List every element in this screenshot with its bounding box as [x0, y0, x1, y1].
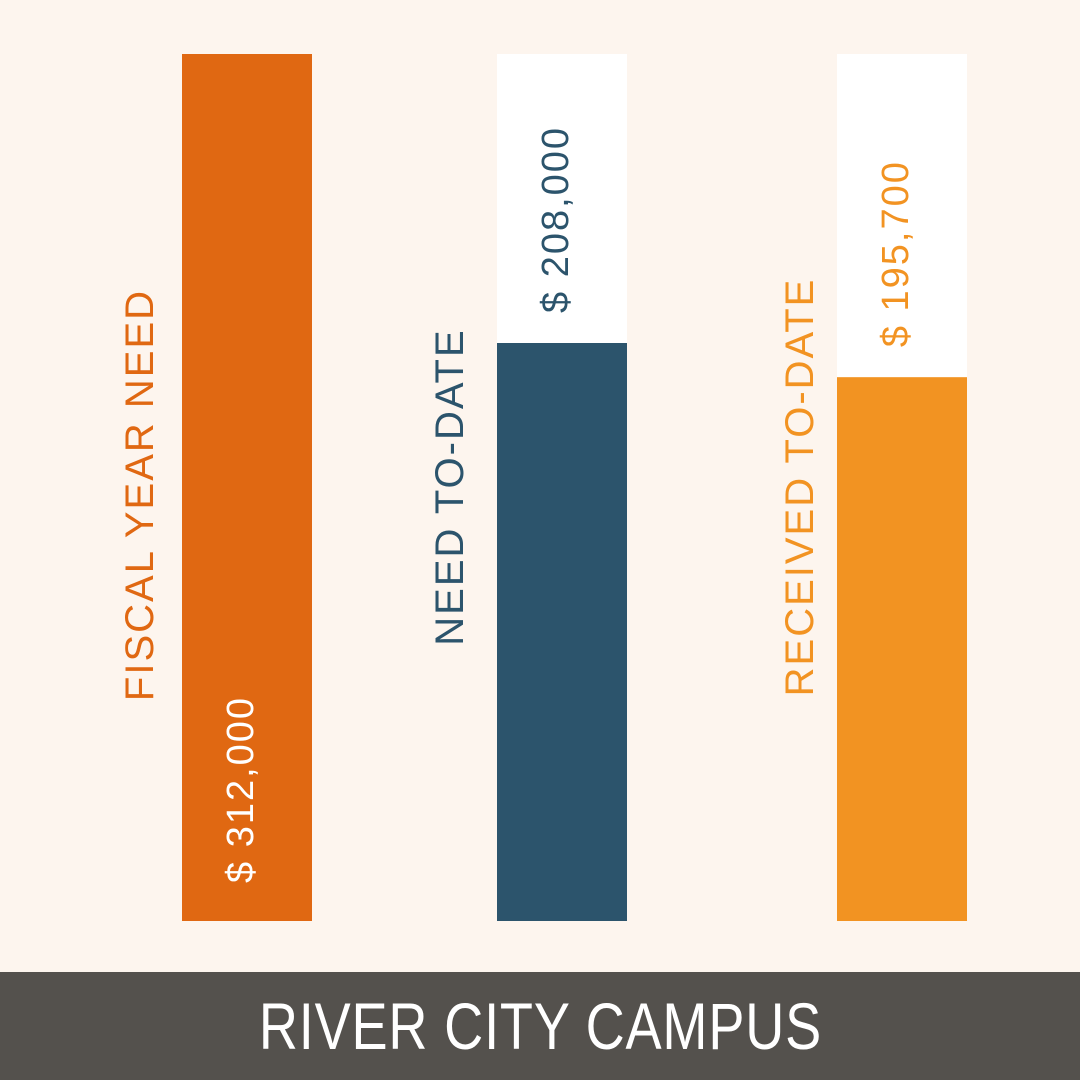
need-to-date-value: $ 208,000 [535, 126, 577, 313]
need-to-date-label: NEED TO-DATE [428, 328, 472, 645]
fiscal-year-need-bar [182, 54, 312, 921]
bar-chart: FISCAL YEAR NEED $ 312,000 NEED TO-DATE $ 2… [118, 54, 967, 921]
footer-banner: RIVER CITY CAMPUS [0, 972, 1080, 1080]
received-to-date-label: RECEIVED TO-DATE [778, 278, 822, 697]
received-to-date-bar [837, 377, 967, 921]
need-to-date-bar [497, 343, 627, 921]
campus-title: RIVER CITY CAMPUS [258, 989, 822, 1063]
fiscal-year-need-value: $ 312,000 [220, 696, 262, 883]
received-to-date-value: $ 195,700 [875, 160, 917, 347]
fiscal-year-need-label: FISCAL YEAR NEED [118, 289, 162, 701]
